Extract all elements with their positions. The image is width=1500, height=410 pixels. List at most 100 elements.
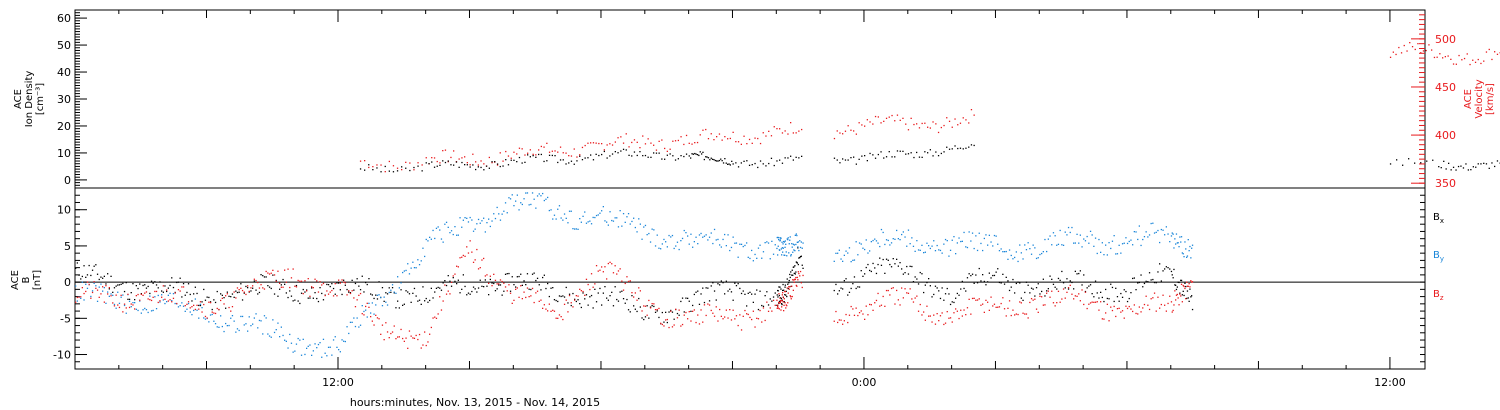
velocity-point	[869, 121, 871, 123]
bx-series-point	[508, 272, 510, 275]
bx-series-point	[683, 311, 685, 313]
bx-series-point	[609, 295, 611, 297]
bx-series-point	[857, 286, 859, 288]
by-series-point	[907, 229, 910, 231]
by-series-point	[171, 300, 173, 302]
bz-series-point	[327, 293, 330, 295]
bz-series-point	[732, 309, 734, 311]
velocity-point	[913, 123, 915, 126]
bz-series-point	[149, 299, 151, 301]
by-series-point	[794, 234, 796, 236]
bz-series-point	[1056, 302, 1058, 304]
density-point	[573, 163, 575, 165]
bx-series-point	[756, 289, 758, 291]
bx-series-point	[778, 286, 780, 288]
bx-series-point	[408, 293, 411, 295]
bx-series-point	[159, 281, 161, 283]
by-series-point	[86, 287, 89, 289]
by-series-point	[1081, 246, 1083, 248]
by-series-point	[346, 326, 348, 328]
velocity-tick-label: 350	[1435, 177, 1456, 190]
bx-series-point	[280, 284, 282, 286]
by-series-point	[378, 294, 380, 296]
legend-base: B	[1433, 212, 1440, 223]
bz-series-point	[247, 285, 249, 287]
by-series-point	[365, 309, 367, 311]
bz-series-point	[272, 269, 274, 271]
bx-series-point	[978, 267, 980, 270]
by-series-point	[90, 295, 92, 298]
bx-series-point	[565, 286, 567, 289]
by-series-point	[663, 238, 665, 241]
by-series-point	[1076, 233, 1078, 235]
by-series-point	[638, 218, 640, 220]
bz-series-point	[654, 309, 657, 311]
velocity-point	[1428, 44, 1430, 46]
bx-series-point	[558, 295, 561, 297]
bz-series-point	[1054, 305, 1056, 307]
velocity-point	[847, 125, 849, 127]
bx-series-point	[273, 293, 276, 295]
by-series-point	[216, 326, 218, 328]
bx-series-point	[420, 303, 422, 305]
velocity-point	[948, 120, 951, 122]
by-series-point	[592, 216, 594, 219]
bx-series-point	[83, 265, 85, 267]
bx-series-point	[774, 292, 776, 294]
bx-series-point	[780, 288, 782, 290]
bx-series-point	[1189, 288, 1191, 290]
by-series-point	[867, 252, 869, 254]
bz-series-point	[789, 286, 791, 288]
by-series-point	[117, 291, 119, 293]
by-series-point	[1179, 236, 1181, 238]
bx-series-point	[1024, 291, 1026, 294]
by-series-point	[785, 251, 787, 253]
bz-series-point	[187, 301, 190, 303]
bx-series-point	[1164, 268, 1166, 270]
bx-series-point	[1186, 297, 1188, 300]
bz-series-point	[201, 311, 203, 313]
bz-series-point	[703, 304, 706, 306]
bz-series-point	[267, 272, 269, 274]
bx-series-point	[1187, 297, 1189, 299]
by-series-point	[321, 356, 323, 358]
bz-series-point	[1155, 310, 1157, 312]
by-series-point	[316, 347, 318, 349]
by-series-point	[504, 202, 507, 204]
by-series-point	[968, 231, 970, 233]
bz-series-point	[720, 315, 722, 317]
bx-series-point	[81, 275, 83, 278]
density-point	[935, 151, 937, 153]
bx-series-point	[885, 258, 888, 260]
bx-series-point	[966, 277, 969, 279]
by-series-point	[771, 240, 773, 242]
bx-series-point	[786, 295, 788, 298]
bz-series-point	[107, 293, 109, 295]
by-series-point	[304, 353, 306, 356]
by-series-point	[798, 249, 800, 252]
density-point	[948, 148, 951, 150]
bx-series-point	[528, 288, 530, 290]
bx-series-point	[381, 287, 384, 289]
bz-series-point	[353, 297, 355, 299]
velocity-point	[516, 153, 518, 155]
bx-series-point	[1180, 279, 1183, 282]
by-series-point	[155, 308, 158, 310]
density-point	[584, 157, 586, 159]
by-series-point	[135, 308, 137, 310]
by-series-point	[577, 228, 579, 230]
bz-series-point	[1185, 298, 1187, 300]
bz-series-point	[95, 287, 97, 289]
by-series-point	[447, 226, 449, 228]
by-series-point	[729, 249, 731, 252]
bz-series-point	[865, 305, 867, 307]
bz-series-point	[912, 301, 915, 303]
bz-series-point	[297, 279, 299, 282]
by-series-point	[634, 226, 636, 229]
bx-series-point	[1051, 278, 1053, 280]
bx-series-point	[243, 292, 245, 294]
bx-series-point	[161, 290, 163, 292]
bz-series-point	[194, 308, 196, 311]
bx-series-point	[911, 265, 913, 268]
velocity-point	[372, 166, 374, 168]
